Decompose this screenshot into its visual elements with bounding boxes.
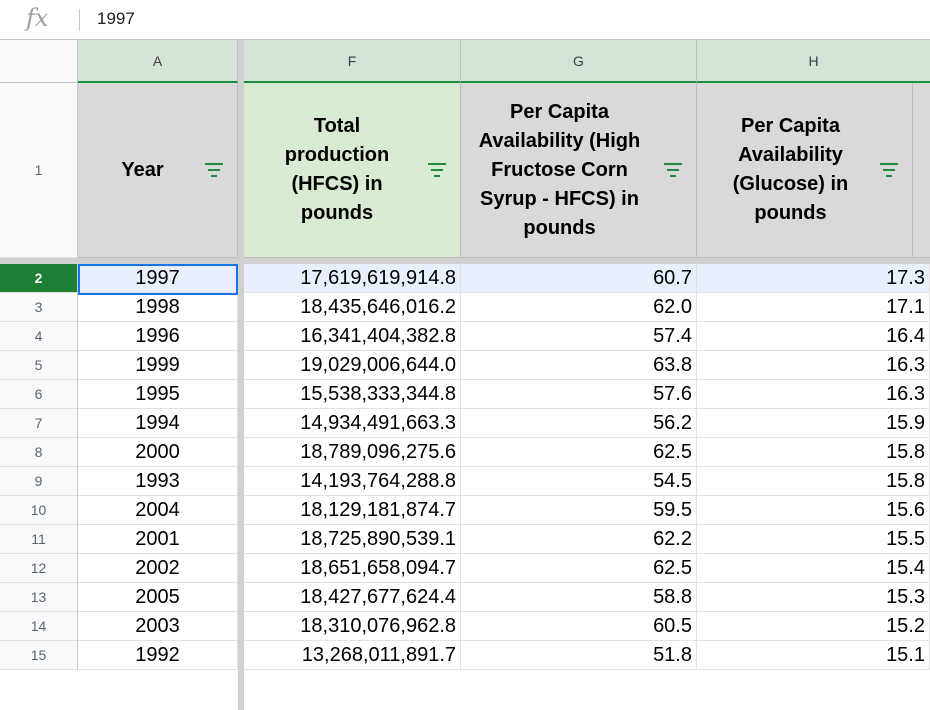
cell-per-capita-glucose[interactable]: 15.1 <box>697 641 930 670</box>
cell-per-capita-glucose[interactable]: 15.6 <box>697 496 930 525</box>
cell-per-capita-hfcs[interactable]: 62.2 <box>461 525 697 554</box>
formula-bar: fx <box>0 0 930 40</box>
row-header[interactable]: 15 <box>0 641 78 670</box>
header-cell-per-capita-glucose[interactable]: Per Capita Availability (Glucose) in pou… <box>697 83 913 258</box>
cell-year[interactable]: 2000 <box>78 438 238 467</box>
cell-per-capita-glucose[interactable]: 15.8 <box>697 467 930 496</box>
cell-total-production[interactable]: 18,651,658,094.7 <box>244 554 461 583</box>
cell-per-capita-glucose[interactable]: 15.8 <box>697 438 930 467</box>
cell-total-production[interactable]: 18,435,646,016.2 <box>244 293 461 322</box>
column-headers: A F G H <box>0 40 930 83</box>
row-header[interactable]: 3 <box>0 293 78 322</box>
row-header[interactable]: 8 <box>0 438 78 467</box>
cell-year[interactable]: 1999 <box>78 351 238 380</box>
cell-total-production[interactable]: 15,538,333,344.8 <box>244 380 461 409</box>
cell-year[interactable]: 2002 <box>78 554 238 583</box>
cell-total-production[interactable]: 18,129,181,874.7 <box>244 496 461 525</box>
cell-per-capita-hfcs[interactable]: 60.7 <box>461 264 697 293</box>
cell-per-capita-hfcs[interactable]: 57.6 <box>461 380 697 409</box>
cell-per-capita-glucose[interactable]: 17.3 <box>697 264 930 293</box>
column-header-h[interactable]: H <box>697 40 930 83</box>
row-header[interactable]: 14 <box>0 612 78 641</box>
cell-per-capita-hfcs[interactable]: 57.4 <box>461 322 697 351</box>
frozen-column-divider[interactable] <box>238 40 244 710</box>
column-header-g[interactable]: G <box>461 40 697 83</box>
cell-per-capita-hfcs[interactable]: 62.0 <box>461 293 697 322</box>
select-all-corner[interactable] <box>0 40 78 83</box>
cell-per-capita-glucose[interactable]: 16.4 <box>697 322 930 351</box>
cell-year[interactable]: 1996 <box>78 322 238 351</box>
cell-total-production[interactable]: 14,934,491,663.3 <box>244 409 461 438</box>
cell-per-capita-glucose[interactable]: 15.2 <box>697 612 930 641</box>
cell-year[interactable]: 1998 <box>78 293 238 322</box>
row-header[interactable]: 2 <box>0 264 78 293</box>
row-header[interactable]: 7 <box>0 409 78 438</box>
cell-year[interactable]: 1993 <box>78 467 238 496</box>
row-header[interactable]: 13 <box>0 583 78 612</box>
header-label-per-capita-glucose: Per Capita Availability (Glucose) in pou… <box>732 115 849 224</box>
cell-total-production[interactable]: 13,268,011,891.7 <box>244 641 461 670</box>
cell-per-capita-glucose[interactable]: 16.3 <box>697 380 930 409</box>
cell-per-capita-glucose[interactable]: 15.9 <box>697 409 930 438</box>
filter-icon[interactable] <box>205 163 223 177</box>
cell-year[interactable]: 2005 <box>78 583 238 612</box>
header-label-year: Year <box>121 158 164 181</box>
header-cell-next[interactable] <box>913 83 930 258</box>
cell-per-capita-hfcs[interactable]: 62.5 <box>461 438 697 467</box>
cell-per-capita-hfcs[interactable]: 62.5 <box>461 554 697 583</box>
cell-total-production[interactable]: 18,789,096,275.6 <box>244 438 461 467</box>
filter-icon[interactable] <box>664 163 682 177</box>
formula-input[interactable] <box>97 9 697 29</box>
cell-total-production[interactable]: 17,619,619,914.8 <box>244 264 461 293</box>
cell-per-capita-glucose[interactable]: 16.3 <box>697 351 930 380</box>
cell-year[interactable]: 2003 <box>78 612 238 641</box>
cell-year[interactable]: 2004 <box>78 496 238 525</box>
filter-icon[interactable] <box>880 163 898 177</box>
header-cell-year[interactable]: Year <box>78 83 238 258</box>
header-label-total-production: Total production (HFCS) in pounds <box>284 115 390 224</box>
cell-per-capita-hfcs[interactable]: 54.5 <box>461 467 697 496</box>
fx-icon: fx <box>26 4 49 32</box>
cell-per-capita-hfcs[interactable]: 60.5 <box>461 612 697 641</box>
cell-per-capita-hfcs[interactable]: 58.8 <box>461 583 697 612</box>
cell-year[interactable]: 1997 <box>78 264 238 293</box>
cell-per-capita-hfcs[interactable]: 59.5 <box>461 496 697 525</box>
row-header-1[interactable]: 1 <box>0 83 78 258</box>
cell-total-production[interactable]: 18,310,076,962.8 <box>244 612 461 641</box>
cell-year[interactable]: 1995 <box>78 380 238 409</box>
cell-total-production[interactable]: 16,341,404,382.8 <box>244 322 461 351</box>
cell-per-capita-glucose[interactable]: 15.5 <box>697 525 930 554</box>
cell-per-capita-hfcs[interactable]: 51.8 <box>461 641 697 670</box>
cell-year[interactable]: 1992 <box>78 641 238 670</box>
column-header-f[interactable]: F <box>244 40 461 83</box>
cell-total-production[interactable]: 14,193,764,288.8 <box>244 467 461 496</box>
header-label-per-capita-hfcs: Per Capita Availability (High Fructose C… <box>478 100 641 239</box>
cell-total-production[interactable]: 18,427,677,624.4 <box>244 583 461 612</box>
formula-bar-divider <box>79 9 80 31</box>
cell-year[interactable]: 1994 <box>78 409 238 438</box>
row-header[interactable]: 11 <box>0 525 78 554</box>
column-header-a[interactable]: A <box>78 40 238 83</box>
filter-icon[interactable] <box>428 163 446 177</box>
cell-per-capita-glucose[interactable]: 17.1 <box>697 293 930 322</box>
cell-per-capita-glucose[interactable]: 15.4 <box>697 554 930 583</box>
frozen-row-divider[interactable] <box>0 258 930 264</box>
row-header[interactable]: 9 <box>0 467 78 496</box>
header-cell-total-production[interactable]: Total production (HFCS) in pounds <box>244 83 461 258</box>
row-header[interactable]: 12 <box>0 554 78 583</box>
cell-per-capita-hfcs[interactable]: 63.8 <box>461 351 697 380</box>
row-header[interactable]: 5 <box>0 351 78 380</box>
cell-total-production[interactable]: 18,725,890,539.1 <box>244 525 461 554</box>
row-header[interactable]: 10 <box>0 496 78 525</box>
cell-per-capita-glucose[interactable]: 15.3 <box>697 583 930 612</box>
cell-total-production[interactable]: 19,029,006,644.0 <box>244 351 461 380</box>
row-header[interactable]: 6 <box>0 380 78 409</box>
row-header[interactable]: 4 <box>0 322 78 351</box>
cell-year[interactable]: 2001 <box>78 525 238 554</box>
cell-per-capita-hfcs[interactable]: 56.2 <box>461 409 697 438</box>
header-cell-per-capita-hfcs[interactable]: Per Capita Availability (High Fructose C… <box>461 83 697 258</box>
